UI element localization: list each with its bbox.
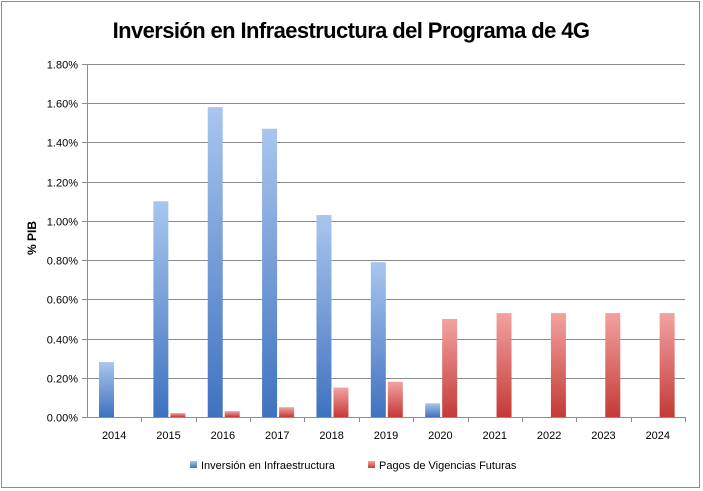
- x-tick-label: 2014: [102, 430, 126, 442]
- x-tick-label: 2021: [482, 430, 506, 442]
- legend-swatch: [368, 461, 375, 468]
- y-tick-label: 1.60%: [47, 99, 78, 111]
- y-tick-label: 1.40%: [47, 138, 78, 150]
- axes: [82, 64, 686, 422]
- bar-inversion: [99, 362, 114, 417]
- y-tick-label: 0.80%: [47, 256, 78, 268]
- bar-pagos: [333, 387, 349, 417]
- gridlines: [87, 64, 685, 379]
- x-tick-label: 2017: [265, 430, 289, 442]
- bar-pagos: [224, 411, 240, 417]
- bar-inversion: [262, 128, 278, 417]
- bar-inversion: [370, 262, 386, 417]
- bar-pagos: [442, 318, 458, 417]
- y-tick-label: 0.60%: [47, 295, 78, 307]
- bar-inversion: [425, 403, 441, 417]
- x-tick-label: 2015: [156, 430, 180, 442]
- bar-inversion: [153, 201, 169, 417]
- x-tick-label: 2018: [319, 430, 343, 442]
- bar-inversion: [207, 107, 223, 418]
- x-tick-label: 2020: [428, 430, 452, 442]
- bar-pagos: [170, 413, 186, 417]
- tick-labels: 0.00% 0.20% 0.40% 0.60% 0.80% 1.00% 1.20% 1.40%…: [47, 60, 670, 443]
- bar-pagos: [279, 407, 295, 417]
- bar-pagos: [605, 313, 621, 417]
- legend-label: Inversión en Infraestructura: [201, 460, 336, 472]
- y-tick-label: 0.00%: [47, 413, 78, 425]
- bar-pagos: [496, 313, 512, 417]
- x-tick-label: 2024: [646, 430, 670, 442]
- x-tick-label: 2016: [211, 430, 235, 442]
- bars: [99, 107, 675, 418]
- bar-pagos: [659, 313, 675, 417]
- legend: Inversión en Infraestructura Pagos de Vig…: [190, 460, 517, 472]
- bar-pagos: [550, 313, 566, 417]
- y-tick-label: 0.20%: [47, 374, 78, 386]
- y-tick-label: 1.20%: [47, 178, 78, 190]
- bar-inversion: [316, 215, 332, 417]
- legend-swatch: [190, 461, 197, 468]
- y-axis-label: % PIB: [25, 221, 39, 255]
- y-tick-label: 0.40%: [47, 335, 78, 347]
- chart-title: Inversión en Infraestructura del Program…: [113, 18, 590, 43]
- y-tick-label: 1.80%: [47, 60, 78, 72]
- x-tick-label: 2023: [591, 430, 615, 442]
- x-tick-label: 2022: [537, 430, 561, 442]
- x-tick-label: 2019: [374, 430, 398, 442]
- bar-pagos: [387, 381, 403, 417]
- y-tick-label: 1.00%: [47, 217, 78, 229]
- legend-label: Pagos de Vigencias Futuras: [379, 460, 517, 472]
